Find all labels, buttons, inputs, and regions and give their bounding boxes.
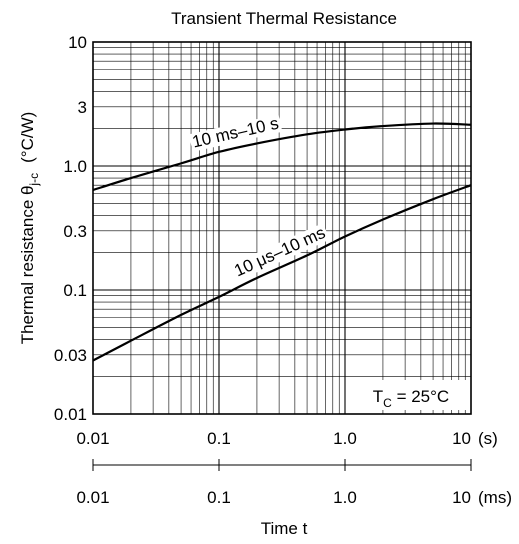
annotation-text: TC = 25°C (373, 387, 449, 410)
x-unit-milliseconds: (ms) (478, 488, 512, 507)
annotation-main: T (373, 387, 383, 406)
annotation-rest: = 25°C (392, 387, 449, 406)
annotation-subscript: C (383, 396, 392, 410)
y-tick-label: 0.3 (63, 222, 87, 241)
y-tick-label: 3 (78, 98, 87, 117)
annotation-box: TC = 25°C (356, 380, 466, 410)
x-tick-label-seconds: 0.1 (207, 429, 231, 448)
x-axis-label: Time t (261, 519, 308, 538)
x-tick-labels-milliseconds: 0.01 0.1 1.0 10 (76, 488, 471, 507)
x-unit-seconds: (s) (478, 429, 498, 448)
grid (93, 42, 471, 414)
x-tick-label-milliseconds: 1.0 (333, 488, 357, 507)
y-axis-label: Thermal resistance θj-c (°C/W) (18, 112, 41, 345)
x-tick-label-seconds: 0.01 (76, 429, 109, 448)
x-tick-label-seconds: 1.0 (333, 429, 357, 448)
series-line-us-ms (92, 184, 472, 362)
series-group: 10 ms–10 s10 μs–10 ms (92, 114, 472, 362)
series-label-background (188, 114, 283, 152)
annotation-background (356, 380, 466, 410)
x-tick-label-milliseconds: 0.1 (207, 488, 231, 507)
x-tick-labels-seconds: 0.01 0.1 1.0 10 (76, 429, 471, 448)
y-axis-label-unit: (°C/W) (18, 112, 37, 163)
y-tick-label: 0.1 (63, 281, 87, 300)
chart-title: Transient Thermal Resistance (171, 9, 397, 28)
y-axis-label-main: Thermal resistance θ (18, 186, 37, 345)
y-tick-label: 0.03 (54, 346, 87, 365)
x-tick-label-seconds: 10 (452, 429, 471, 448)
series-label-background (229, 223, 331, 282)
plot-frame (92, 41, 472, 415)
y-tick-labels: 10 3 1.0 0.3 0.1 0.03 0.01 (54, 33, 87, 424)
millisecond-axis (92, 459, 472, 471)
y-tick-label: 10 (68, 33, 87, 52)
x-tick-label-milliseconds: 0.01 (76, 488, 109, 507)
y-axis-label-subscript: j-c (27, 173, 41, 187)
series-label-ms-s: 10 ms–10 s (190, 114, 280, 152)
series-line-ms-s (92, 122, 472, 192)
x-tick-label-milliseconds: 10 (452, 488, 471, 507)
y-tick-label: 0.01 (54, 405, 87, 424)
y-tick-label: 1.0 (63, 157, 87, 176)
